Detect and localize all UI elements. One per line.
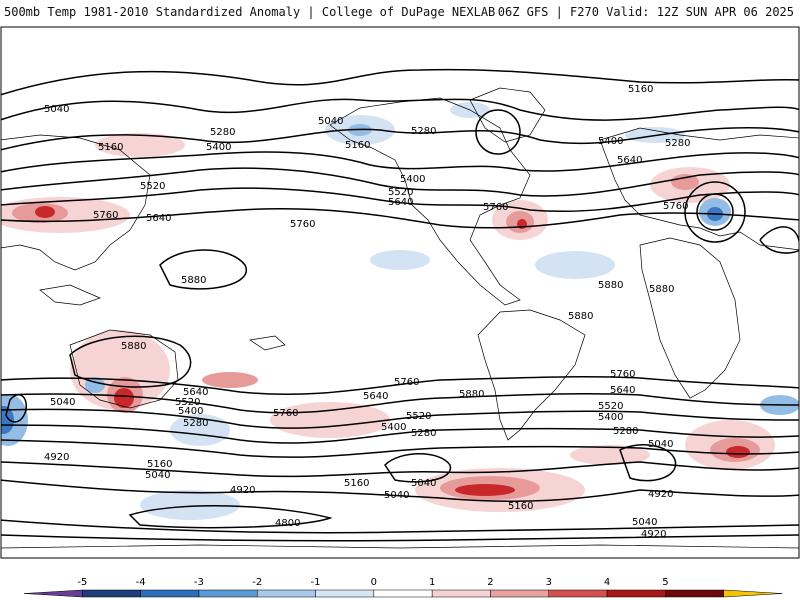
contour-label: 5640 [363,391,388,402]
contour-label: 5160 [628,84,653,95]
contour-label: 5520 [598,401,623,412]
contour-label: 5880 [568,311,593,322]
colorbar-swatch [490,589,550,598]
contour-label: 5400 [178,406,203,417]
model-run-label: 06Z GFS | F270 Valid: 12Z SUN APR 06 202… [497,5,794,19]
contour-label: 4920 [230,485,255,496]
height-contours [1,68,799,542]
colorbar-swatch [82,589,141,598]
contour-label: 5280 [665,138,690,149]
contour-label: 4800 [275,518,300,529]
colorbar-swatch [548,589,608,598]
coastlines [1,87,799,549]
contour-label: 5160 [147,459,172,470]
contour-label: 4920 [44,452,69,463]
contour-label: 5400 [598,412,623,423]
contour-label: 5640 [610,385,635,396]
colorbar-swatch [23,589,83,598]
map-title: 500mb Temp 1981-2010 Standardized Anomal… [4,5,496,19]
contour-label: 5040 [411,478,436,489]
contour-label: 5520 [140,181,165,192]
contour-label: 5040 [648,439,673,450]
contour-label: 5040 [632,517,657,528]
contour-label: 5160 [98,142,123,153]
contour-label: 5520 [388,187,413,198]
colorbar-tick-label: -1 [311,577,321,588]
contour-label: 5400 [381,422,406,433]
contour-label: 5400 [598,136,623,147]
contour-label: 5880 [598,280,623,291]
colorbar-swatch [256,589,316,598]
contour-label-layer: 5160 5040 5040 5160 5280 5400 5520 5640 … [44,84,690,540]
contour-label: 5760 [273,408,298,419]
colorbar-swatch [198,589,258,598]
contour-label: 5640 [388,197,413,208]
contour-label: 5160 [344,478,369,489]
contour-label: 5640 [617,155,642,166]
contour-label: 4920 [648,489,673,500]
contour-label: 4920 [641,529,666,540]
colorbar-swatch [665,589,724,598]
contour-label: 5040 [50,397,75,408]
contour-label: 5160 [345,140,370,151]
contour-label: 5880 [649,284,674,295]
contour-label: 5280 [411,428,436,439]
colorbar-legend: -5 -4 -3 -2 -1 0 1 2 3 4 5 [23,577,783,598]
contour-label: 5400 [206,142,231,153]
colorbar-tick-label: 3 [546,577,552,588]
contour-label: 5040 [145,470,170,481]
colorbar-tick-label: 2 [487,577,493,588]
contour-label: 5280 [613,426,638,437]
contour-label: 5760 [610,369,635,380]
contour-label: 5280 [411,126,436,137]
colorbar-tick-label: 1 [429,577,435,588]
contour-label: 5880 [459,389,484,400]
colorbar-tick-label: -4 [136,577,146,588]
contour-label: 5880 [181,275,206,286]
contour-label: 5760 [290,219,315,230]
anomaly-shading [1,27,799,558]
contour-label: 5040 [318,116,343,127]
contour-label: 5760 [483,202,508,213]
contour-label: 5640 [146,213,171,224]
colorbar-swatch [140,589,200,598]
colorbar-tick-label: 5 [662,577,668,588]
contour-label: 5760 [394,377,419,388]
colorbar-tick-label: -3 [194,577,204,588]
colorbar-swatch [723,589,783,598]
contour-label: 5880 [121,341,146,352]
contour-label: 5520 [406,411,431,422]
contour-label: 5280 [183,418,208,429]
colorbar-tick-label: -5 [77,577,87,588]
colorbar-tick-label: -2 [252,577,262,588]
colorbar-tick-label: 4 [604,577,610,588]
colorbar-swatch [431,589,491,598]
contour-label: 5400 [400,174,425,185]
contour-label: 5040 [44,104,69,115]
colorbar-swatch [373,589,433,598]
colorbar-swatch [606,589,666,598]
contour-label: 5520 [175,397,200,408]
contour-label: 5760 [663,201,688,212]
colorbar-tick-label: 0 [371,577,377,588]
contour-label: 5160 [508,501,533,512]
contour-label: 5760 [93,210,118,221]
contour-label: 5280 [210,127,235,138]
colorbar-swatch [315,589,375,598]
contour-label: 5640 [183,387,208,398]
contour-label: 5040 [384,490,409,501]
